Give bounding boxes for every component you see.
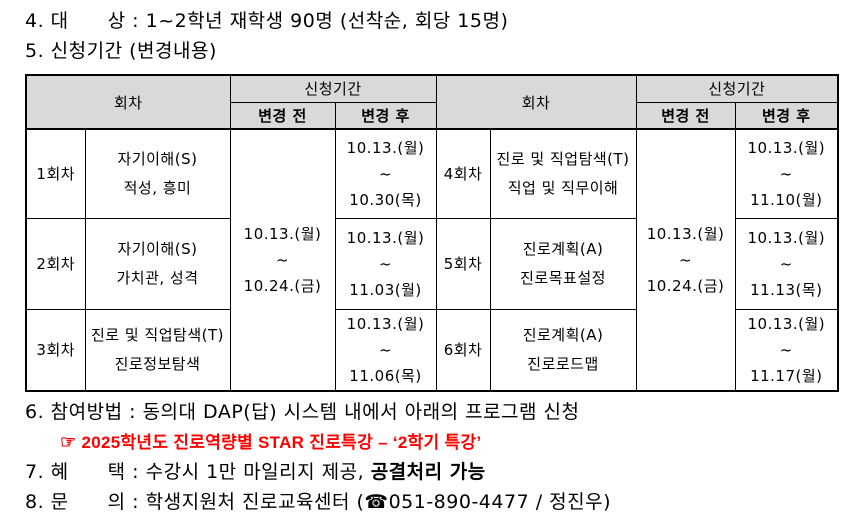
table-row: 2회차 자기이해(S) 가치관, 성격 10.13.(월) ~ 11.03(월)… xyxy=(25,217,839,310)
session-title-line2: 가치관, 성격 xyxy=(116,268,199,287)
period-after-cell: 10.13.(월) ~ 10.30(목) xyxy=(334,128,437,219)
header-round-left: 회차 xyxy=(25,74,231,130)
benefit-bold-text: 공결처리 가능 xyxy=(370,461,486,483)
session-title-line2: 진로정보탐색 xyxy=(114,354,201,373)
session-title-line1: 진로계획(A) xyxy=(522,325,604,344)
item-contact-line: 8. 문 의 : 학생지원처 진로교육센터 (☎051-890-4477 / 정… xyxy=(25,487,865,517)
period-after-cell: 10.13.(월) ~ 11.03(월) xyxy=(334,217,437,310)
date-end: 10.24.(금) xyxy=(243,277,322,295)
date-end: 11.06(목) xyxy=(349,366,422,385)
table-header: 회차 신청기간 회차 신청기간 변경 전 변경 후 변경 전 변경 후 xyxy=(25,74,839,130)
session-title-line1: 자기이해(S) xyxy=(117,239,198,258)
header-period-right: 신청기간 xyxy=(635,74,839,103)
session-number-cell: 3회차 xyxy=(25,308,86,392)
date-end: 11.13(목) xyxy=(750,280,823,299)
date-start: 10.13.(월) xyxy=(346,314,425,333)
session-title-line1: 자기이해(S) xyxy=(117,149,198,168)
date-start: 10.13.(월) xyxy=(243,225,322,243)
highlighted-program-note: ☞ 2025학년도 진로역량별 STAR 진로특강 – ‘2학기 특강’ xyxy=(60,428,865,457)
header-round-right: 회차 xyxy=(435,74,637,130)
session-title-cell: 자기이해(S) 적성, 흥미 xyxy=(84,128,231,219)
session-number-cell: 6회차 xyxy=(435,308,491,392)
session-title-cell: 자기이해(S) 가치관, 성격 xyxy=(84,217,231,310)
header-before-left: 변경 전 xyxy=(229,101,336,130)
item-participation-line: 6. 참여방법 : 동의대 DAP(답) 시스템 내에서 아래의 프로그램 신청 xyxy=(25,401,580,423)
date-start: 10.13.(월) xyxy=(346,138,425,157)
date-start: 10.13.(월) xyxy=(747,314,826,333)
tilde: ~ xyxy=(378,254,393,273)
date-end: 11.03(월) xyxy=(349,280,422,299)
date-end: 11.10(월) xyxy=(750,190,823,209)
benefit-text: 7. 혜 택 : 수강시 1만 마일리지 제공, xyxy=(25,461,371,483)
tilde: ~ xyxy=(378,340,393,359)
period-before-merged-cell-left: 10.13.(월) ~ 10.24.(금) xyxy=(229,128,336,392)
tilde: ~ xyxy=(779,254,793,273)
session-title-line1: 진로 및 직업탐색(T) xyxy=(496,149,630,168)
tilde: ~ xyxy=(275,251,290,269)
period-after-cell: 10.13.(월) ~ 11.17(월) xyxy=(734,308,839,392)
date-start: 10.13.(월) xyxy=(747,228,826,247)
session-number-cell: 2회차 xyxy=(25,217,86,310)
period-after-cell: 10.13.(월) ~ 11.13(목) xyxy=(734,217,839,310)
period-after-cell: 10.13.(월) ~ 11.10(월) xyxy=(734,128,839,219)
header-before-right: 변경 전 xyxy=(635,101,736,130)
tilde: ~ xyxy=(779,164,793,183)
table-row: 1회차 자기이해(S) 적성, 흥미 10.13.(월) ~ 10.24.(금)… xyxy=(25,128,839,392)
period-after-cell: 10.13.(월) ~ 11.06(목) xyxy=(334,308,437,392)
period-before-merged-cell-right: 10.13.(월) ~ 10.24.(금) xyxy=(635,128,736,392)
contact-text: 8. 문 의 : 학생지원처 진로교육센터 ( xyxy=(25,491,365,513)
session-number-cell: 4회차 xyxy=(435,128,491,219)
session-title-cell: 진로계획(A) 진로목표설정 xyxy=(489,217,637,310)
session-title-line1: 진로계획(A) xyxy=(522,239,604,258)
table-row: 3회차 진로 및 직업탐색(T) 진로정보탐색 10.13.(월) ~ 11.0… xyxy=(25,308,839,392)
phone-icon: ☎ xyxy=(364,491,389,513)
session-title-cell: 진로 및 직업탐색(T) 직업 및 직무이해 xyxy=(489,128,637,219)
date-end: 10.30(목) xyxy=(349,190,422,209)
date-end: 11.17(월) xyxy=(750,366,823,385)
session-title-cell: 진로 및 직업탐색(T) 진로정보탐색 xyxy=(84,308,231,392)
item-target-line: 4. 대 상 : 1~2학년 재학생 90명 (선착순, 회당 15명) xyxy=(25,10,509,32)
highlighted-program-text: 2025학년도 진로역량별 STAR 진로특강 – ‘2학기 특강’ xyxy=(76,433,482,452)
date-start: 10.13.(월) xyxy=(747,138,826,157)
date-end: 10.24.(금) xyxy=(646,277,725,295)
session-title-line2: 적성, 흥미 xyxy=(123,178,192,197)
session-title-line2: 진로로드맵 xyxy=(527,354,599,373)
header-period-left: 신청기간 xyxy=(229,74,437,103)
contact-phone-number: 051-890-4477 / 정진우) xyxy=(388,491,611,513)
session-title-cell: 진로계획(A) 진로로드맵 xyxy=(489,308,637,392)
pointing-hand-icon: ☞ xyxy=(60,432,77,452)
header-after-left: 변경 후 xyxy=(334,101,437,130)
session-title-line2: 진로목표설정 xyxy=(520,268,606,287)
session-number-cell: 5회차 xyxy=(435,217,491,310)
tilde: ~ xyxy=(679,251,693,269)
session-title-line2: 직업 및 직무이해 xyxy=(507,178,619,197)
header-after-right: 변경 후 xyxy=(734,101,839,130)
tilde: ~ xyxy=(378,164,393,183)
item-application-period-line: 5. 신청기간 (변경내용) xyxy=(25,40,217,62)
session-title-line1: 진로 및 직업탐색(T) xyxy=(91,325,225,344)
date-start: 10.13.(월) xyxy=(346,228,425,247)
application-period-table: 회차 신청기간 회차 신청기간 변경 전 변경 후 변경 전 변경 후 1회차 … xyxy=(25,74,840,392)
item-benefit-line: 7. 혜 택 : 수강시 1만 마일리지 제공, 공결처리 가능 xyxy=(25,457,865,487)
tilde: ~ xyxy=(779,340,793,359)
session-number-cell: 1회차 xyxy=(25,128,86,219)
date-start: 10.13.(월) xyxy=(646,225,725,243)
